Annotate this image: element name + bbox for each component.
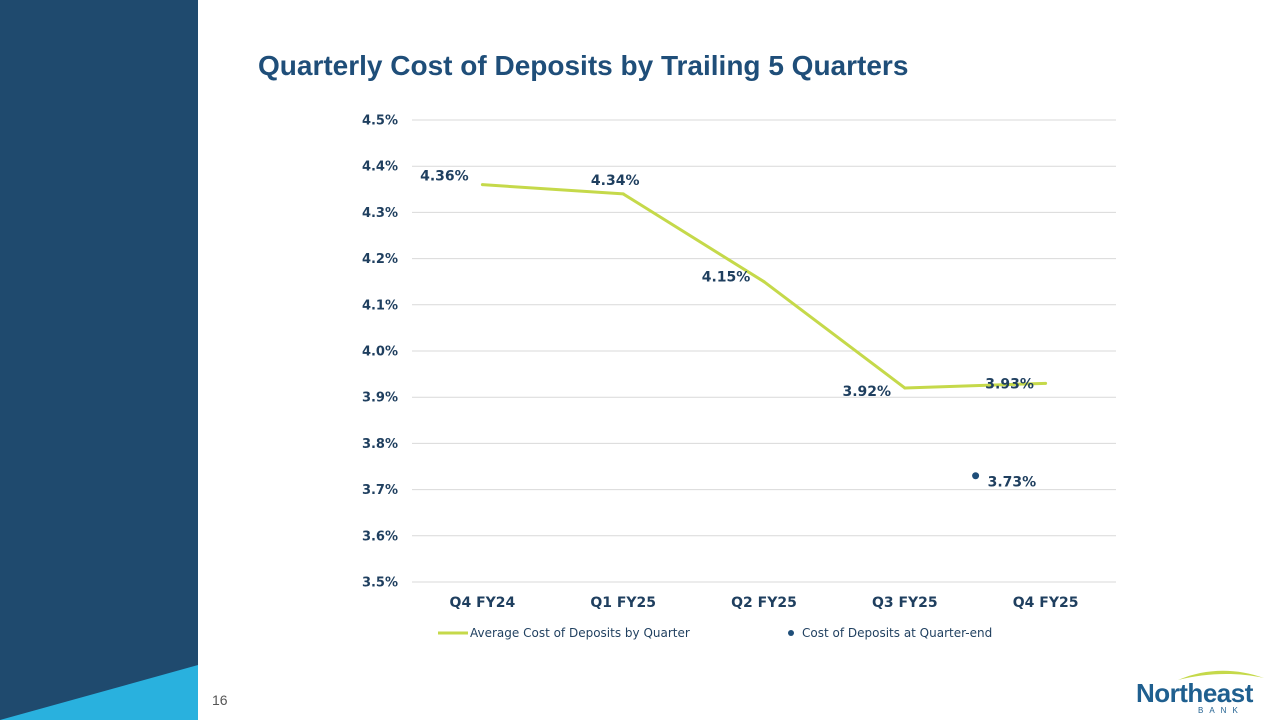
data-label: 3.73% <box>988 475 1037 491</box>
logo-wordmark: Northeast <box>1136 678 1253 708</box>
line-point <box>621 192 625 196</box>
y-axis-tick-labels: 3.5% 3.6% 3.7% 3.8% 3.9% 4.0% 4.1% 4.2% 4.3% 4.4%… <box>362 114 398 591</box>
data-label: 4.36% <box>420 169 469 185</box>
x-category-label: Q2 FY25 <box>731 595 797 611</box>
sidebar-band <box>0 0 198 720</box>
series-layer <box>480 183 1048 480</box>
y-tick-label: 4.5% <box>362 114 398 129</box>
line-point <box>762 280 766 284</box>
series-line-average-cost <box>482 183 1046 390</box>
page-number: 16 <box>212 692 228 708</box>
y-tick-label: 3.6% <box>362 529 398 544</box>
northeast-bank-logo: Northeast BANK <box>1136 668 1266 716</box>
line-point <box>480 183 484 187</box>
swoosh-icon <box>1178 670 1264 680</box>
y-tick-label: 4.1% <box>362 298 398 313</box>
y-tick-label: 4.0% <box>362 345 398 360</box>
y-tick-label: 3.7% <box>362 483 398 498</box>
x-category-label: Q4 FY25 <box>1013 595 1079 611</box>
y-tick-label: 3.8% <box>362 437 398 452</box>
sidebar-accent-wedge <box>0 665 198 720</box>
y-tick-label: 4.2% <box>362 252 398 267</box>
page-title: Quarterly Cost of Deposits by Trailing 5… <box>258 50 909 81</box>
data-label: 4.34% <box>591 173 640 189</box>
y-tick-label: 3.5% <box>362 576 398 591</box>
data-labels: 4.36% 4.34% 4.15% 3.92% 3.93% 3.73% <box>420 169 1036 491</box>
y-tick-label: 4.4% <box>362 160 398 175</box>
y-tick-label: 3.9% <box>362 391 398 406</box>
line-point <box>903 386 907 390</box>
x-category-label: Q1 FY25 <box>590 595 656 611</box>
x-category-label: Q4 FY24 <box>450 595 516 611</box>
x-axis-category-labels: Q4 FY24 Q1 FY25 Q2 FY25 Q3 FY25 Q4 FY25 <box>450 595 1079 611</box>
legend: Average Cost of Deposits by Quarter Cost … <box>438 626 992 640</box>
sidebar-dark-panel <box>0 0 198 720</box>
legend-label: Average Cost of Deposits by Quarter <box>470 626 690 640</box>
data-label: 3.92% <box>843 384 892 400</box>
y-tick-label: 4.3% <box>362 206 398 221</box>
grid-lines <box>412 119 1116 583</box>
scatter-point-quarter-end <box>972 472 980 480</box>
data-label: 4.15% <box>702 270 751 286</box>
logo-subtitle: BANK <box>1198 706 1244 715</box>
legend-label: Cost of Deposits at Quarter-end <box>802 626 992 640</box>
data-label: 3.93% <box>985 376 1034 392</box>
x-category-label: Q3 FY25 <box>872 595 938 611</box>
legend-swatch-dot <box>788 630 794 636</box>
line-point <box>1044 381 1048 385</box>
